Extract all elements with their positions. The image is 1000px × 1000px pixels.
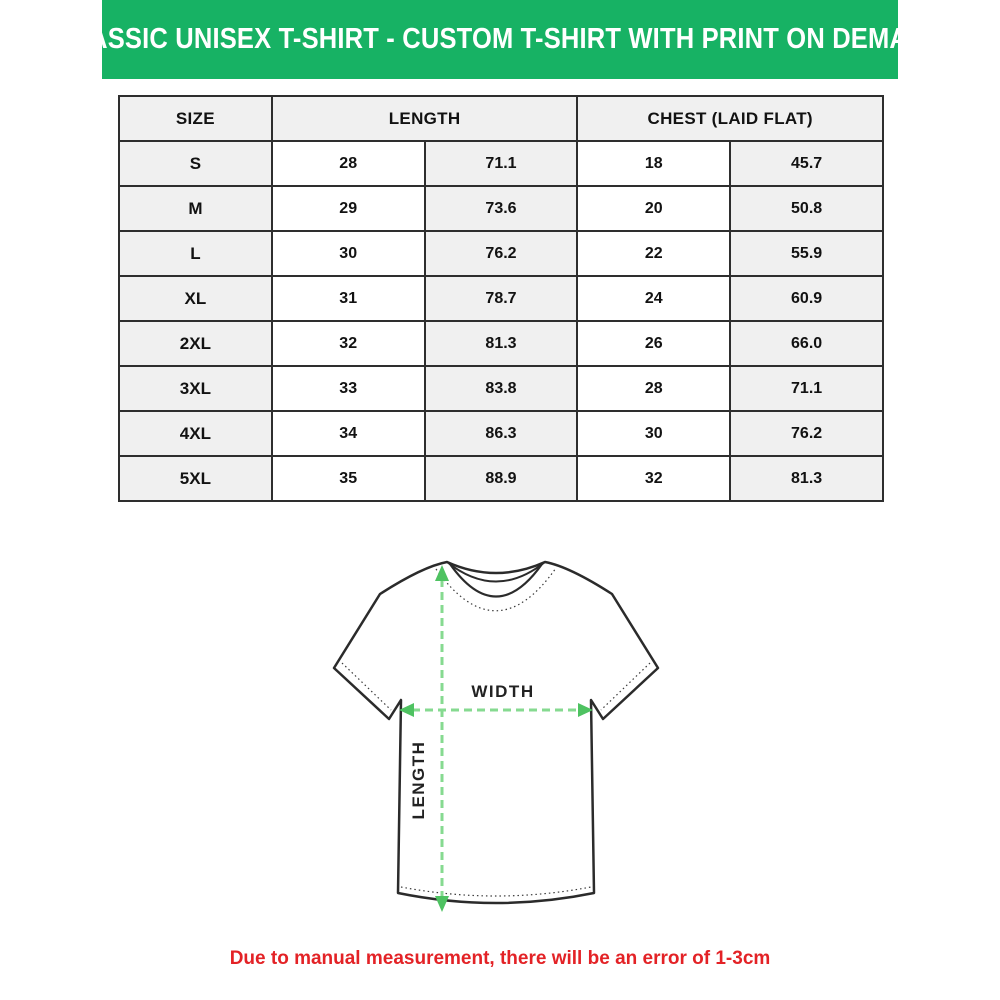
tshirt-diagram: WIDTH LENGTH (332, 560, 660, 912)
chest-in-cell: 30 (576, 410, 732, 457)
length-cm-cell: 76.2 (423, 230, 579, 277)
chest-cm-cell: 66.0 (729, 320, 884, 367)
table-row: 3XL 33 83.8 28 71.1 (118, 365, 884, 412)
chest-cm-cell: 71.1 (729, 365, 884, 412)
size-cell: S (118, 140, 273, 187)
chest-cm-cell: 81.3 (729, 455, 884, 502)
table-row: L 30 76.2 22 55.9 (118, 230, 884, 277)
table-row: 5XL 35 88.9 32 81.3 (118, 455, 884, 502)
table-row: M 29 73.6 20 50.8 (118, 185, 884, 232)
table-row: XL 31 78.7 24 60.9 (118, 275, 884, 322)
chest-cm-cell: 55.9 (729, 230, 884, 277)
chest-in-cell: 24 (576, 275, 732, 322)
chest-in-cell: 26 (576, 320, 732, 367)
size-cell: 3XL (118, 365, 273, 412)
table-header-row: SIZE LENGTH CHEST (LAID FLAT) (118, 95, 884, 142)
width-arrow (399, 703, 593, 717)
length-in-cell: 28 (270, 140, 426, 187)
length-cm-cell: 86.3 (423, 410, 579, 457)
size-table: SIZE LENGTH CHEST (LAID FLAT) S 28 71.1 … (118, 95, 884, 502)
size-cell: 5XL (118, 455, 273, 502)
table-row: 4XL 34 86.3 30 76.2 (118, 410, 884, 457)
length-cm-cell: 71.1 (423, 140, 579, 187)
col-header-size: SIZE (118, 95, 273, 142)
chest-in-cell: 22 (576, 230, 732, 277)
size-cell: 4XL (118, 410, 273, 457)
length-arrow (435, 565, 449, 912)
size-cell: XL (118, 275, 273, 322)
chest-in-cell: 32 (576, 455, 732, 502)
collar-band-icon (446, 561, 546, 583)
col-header-length: LENGTH (270, 95, 579, 142)
chest-cm-cell: 60.9 (729, 275, 884, 322)
tshirt-outline (332, 560, 660, 905)
col-header-chest: CHEST (LAID FLAT) (576, 95, 884, 142)
length-cm-cell: 83.8 (423, 365, 579, 412)
chest-in-cell: 18 (576, 140, 732, 187)
chest-cm-cell: 50.8 (729, 185, 884, 232)
length-in-cell: 34 (270, 410, 426, 457)
length-cm-cell: 88.9 (423, 455, 579, 502)
chest-cm-cell: 76.2 (729, 410, 884, 457)
table-row: S 28 71.1 18 45.7 (118, 140, 884, 187)
size-table-grid: SIZE LENGTH CHEST (LAID FLAT) S 28 71.1 … (118, 95, 884, 502)
table-row: 2XL 32 81.3 26 66.0 (118, 320, 884, 367)
length-label: LENGTH (409, 741, 428, 820)
chest-in-cell: 20 (576, 185, 732, 232)
page-title: CLASSIC UNISEX T-SHIRT - CUSTOM T-SHIRT … (54, 23, 946, 55)
width-label: WIDTH (471, 682, 534, 701)
collar-front-icon (449, 563, 543, 598)
size-cell: M (118, 185, 273, 232)
size-cell: L (118, 230, 273, 277)
hem-stitch-icon (400, 886, 592, 897)
length-in-cell: 33 (270, 365, 426, 412)
length-in-cell: 30 (270, 230, 426, 277)
chest-cm-cell: 45.7 (729, 140, 884, 187)
length-in-cell: 35 (270, 455, 426, 502)
length-in-cell: 32 (270, 320, 426, 367)
length-cm-cell: 73.6 (423, 185, 579, 232)
measurement-note: Due to manual measurement, there will be… (229, 948, 771, 969)
chest-in-cell: 28 (576, 365, 732, 412)
length-in-cell: 29 (270, 185, 426, 232)
length-cm-cell: 78.7 (423, 275, 579, 322)
title-banner: CLASSIC UNISEX T-SHIRT - CUSTOM T-SHIRT … (55, 0, 945, 79)
length-cm-cell: 81.3 (423, 320, 579, 367)
size-cell: 2XL (118, 320, 273, 367)
length-in-cell: 31 (270, 275, 426, 322)
